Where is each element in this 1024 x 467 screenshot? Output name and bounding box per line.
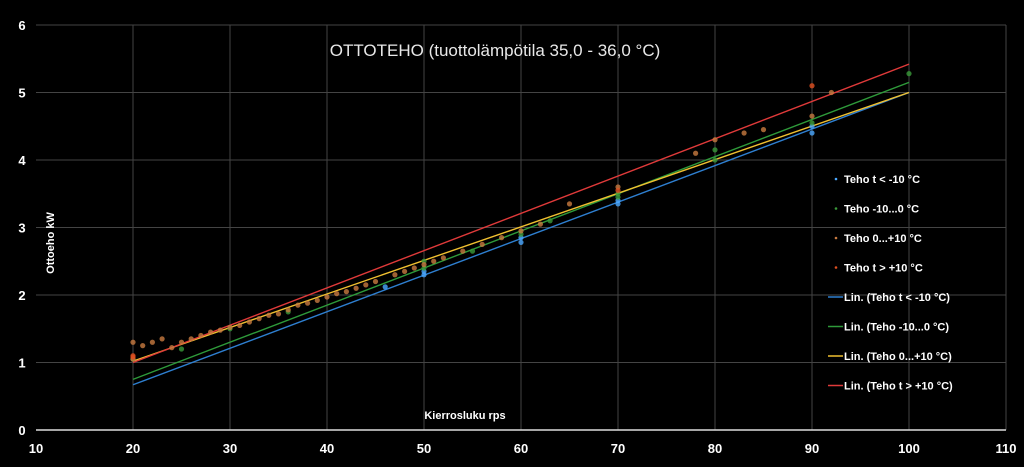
legend-marker bbox=[834, 177, 838, 181]
data-point bbox=[537, 221, 544, 227]
data-point bbox=[353, 285, 359, 291]
data-point bbox=[469, 248, 476, 254]
y-tick-label: 6 bbox=[18, 18, 25, 33]
y-axis-label: Ottoeho kW bbox=[45, 212, 57, 274]
data-point bbox=[314, 297, 320, 303]
data-point bbox=[178, 346, 185, 352]
x-tick-label: 100 bbox=[898, 441, 920, 456]
x-axis-label: Kierrosluku rps bbox=[424, 410, 505, 422]
data-point bbox=[198, 332, 204, 339]
data-point bbox=[431, 258, 437, 264]
legend-label: Teho 0...+10 °C bbox=[844, 233, 922, 245]
data-point bbox=[693, 150, 699, 156]
data-point bbox=[324, 294, 330, 300]
data-point bbox=[809, 130, 815, 136]
x-tick-label: 20 bbox=[126, 441, 140, 456]
data-point bbox=[460, 248, 466, 254]
data-point bbox=[615, 187, 621, 193]
data-point bbox=[741, 130, 747, 136]
legend-label: Teho t < -10 °C bbox=[844, 174, 920, 186]
legend-marker bbox=[834, 266, 838, 269]
legend-label: Lin. (Teho 0...+10 °C) bbox=[844, 351, 952, 363]
legend-label: Lin. (Teho t < -10 °C) bbox=[844, 292, 950, 304]
data-point bbox=[809, 83, 815, 89]
data-point bbox=[149, 339, 155, 345]
data-point bbox=[712, 137, 718, 143]
data-point bbox=[285, 307, 291, 313]
data-point bbox=[188, 336, 194, 342]
x-tick-label: 80 bbox=[708, 441, 722, 456]
data-point bbox=[382, 284, 388, 290]
legend-marker bbox=[834, 207, 838, 210]
data-point bbox=[547, 218, 553, 224]
trendline bbox=[132, 63, 910, 364]
data-point bbox=[256, 316, 262, 322]
data-point bbox=[208, 329, 214, 335]
data-point bbox=[343, 289, 349, 295]
x-tick-label: 40 bbox=[320, 441, 334, 456]
data-point bbox=[130, 353, 136, 359]
data-point bbox=[169, 345, 175, 351]
data-point bbox=[246, 319, 252, 325]
legend: Teho t < -10 °C Teho -10...0 °C Teho 0...+… bbox=[828, 174, 953, 393]
legend-label: Lin. (Teho t > +10 °C) bbox=[844, 381, 953, 393]
x-tick-label: 30 bbox=[223, 441, 237, 456]
data-point bbox=[479, 241, 485, 247]
y-tick-label: 3 bbox=[18, 221, 25, 236]
data-point bbox=[402, 268, 408, 274]
data-point bbox=[227, 324, 233, 330]
data-point bbox=[440, 255, 446, 261]
data-point bbox=[566, 201, 573, 207]
data-point bbox=[760, 127, 767, 133]
data-point bbox=[809, 113, 815, 119]
data-point bbox=[518, 228, 524, 234]
y-tick-label: 1 bbox=[18, 356, 25, 371]
data-point bbox=[906, 71, 912, 77]
data-points bbox=[130, 71, 912, 362]
data-point bbox=[809, 120, 815, 126]
x-tick-label: 70 bbox=[611, 441, 625, 456]
data-point bbox=[392, 272, 398, 278]
axes: 10 20 30 40 50 60 70 80 90 100 110 0 1 2 3 4 5 6 bbox=[18, 18, 1016, 456]
x-tick-label: 10 bbox=[29, 441, 43, 456]
data-point bbox=[159, 336, 165, 342]
y-tick-label: 5 bbox=[18, 86, 25, 101]
legend-label: Lin. (Teho -10...0 °C) bbox=[844, 322, 949, 334]
y-tick-label: 4 bbox=[18, 153, 26, 168]
data-point bbox=[334, 291, 340, 297]
data-point bbox=[305, 300, 311, 306]
x-tick-label: 90 bbox=[805, 441, 819, 456]
data-point bbox=[217, 327, 223, 333]
y-tick-label: 0 bbox=[18, 423, 25, 438]
chart-title: OTTOTEHO (tuottolämpötila 35,0 - 36,0 °C… bbox=[330, 41, 661, 60]
data-point bbox=[421, 262, 427, 268]
data-point bbox=[295, 302, 301, 308]
data-point bbox=[275, 311, 282, 317]
data-point bbox=[411, 265, 417, 271]
data-point bbox=[518, 239, 524, 245]
y-tick-label: 2 bbox=[18, 288, 25, 303]
legend-label: Teho t > +10 °C bbox=[844, 263, 923, 275]
data-point bbox=[178, 339, 185, 345]
legend-label: Teho -10...0 °C bbox=[844, 204, 919, 216]
legend-marker bbox=[834, 236, 838, 240]
data-point bbox=[130, 339, 136, 345]
x-tick-label: 50 bbox=[417, 441, 431, 456]
data-point bbox=[266, 312, 272, 318]
data-point bbox=[140, 343, 146, 349]
x-tick-label: 60 bbox=[514, 441, 528, 456]
x-tick-label: 110 bbox=[996, 441, 1017, 456]
data-point bbox=[828, 89, 835, 96]
trendline bbox=[132, 91, 910, 362]
data-point bbox=[712, 147, 718, 153]
data-point bbox=[363, 282, 369, 288]
data-point bbox=[372, 278, 379, 285]
data-point bbox=[499, 235, 505, 241]
data-point bbox=[712, 157, 718, 163]
data-point bbox=[237, 322, 243, 328]
